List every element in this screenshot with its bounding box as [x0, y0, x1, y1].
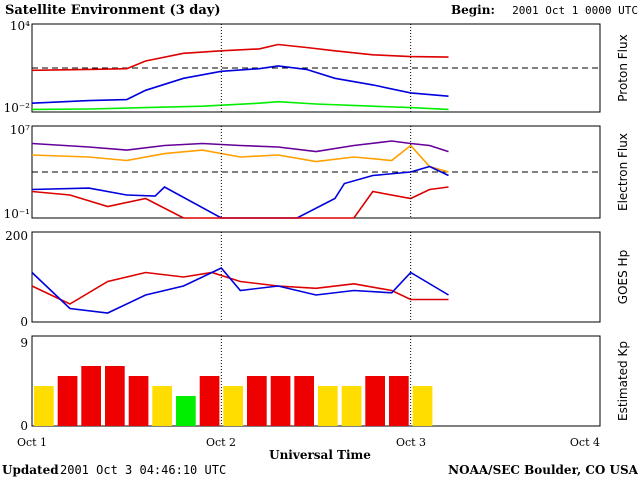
updated-label: Updated: [2, 463, 59, 477]
proton-ytick-bottom: 10⁻²: [4, 101, 31, 115]
kp-bar: [152, 386, 172, 426]
panel-kp: 9 0 Estimated Kp: [20, 335, 630, 433]
hp-series-2: [31, 267, 449, 314]
xtick-oct-1: Oct 1: [17, 436, 47, 449]
kp-ytick-bottom: 0: [20, 419, 28, 433]
day-separator-group: [220, 24, 412, 426]
kp-bar: [318, 386, 338, 426]
electron-series-3: [31, 165, 449, 219]
kp-bar: [128, 376, 149, 426]
kp-bar: [247, 376, 267, 426]
proton-ylabel: Proton Flux: [616, 34, 630, 101]
hp-ytick-bottom: 0: [20, 315, 28, 329]
hp-series-group: [31, 267, 449, 314]
updated-value: 2001 Oct 3 04:46:10 UTC: [60, 463, 226, 477]
panel-hp: 200 0 GOES Hp: [5, 229, 630, 329]
kp-bar: [57, 376, 78, 426]
kp-bar: [365, 376, 385, 426]
electron-series-4: [31, 186, 449, 219]
kp-bars-group: [34, 366, 433, 426]
credit-text: NOAA/SEC Boulder, CO USA: [448, 463, 639, 477]
kp-bar: [412, 386, 433, 426]
begin-label: Begin:: [451, 3, 495, 17]
proton-series-3: [31, 100, 449, 111]
kp-frame: [31, 335, 601, 427]
hp-ytick-top: 200: [5, 229, 28, 243]
kp-bar: [341, 386, 362, 426]
kp-bar: [223, 386, 243, 426]
chart-title: Satellite Environment (3 day): [5, 3, 220, 18]
xtick-oct-2: Oct 2: [206, 436, 236, 449]
xtick-oct-4: Oct 4: [570, 436, 600, 449]
kp-bar: [34, 386, 54, 426]
begin-value: 2001 Oct 1 0000 UTC: [512, 4, 638, 17]
panel-proton: 10⁴ 10⁻² Proton Flux: [4, 19, 630, 115]
hp-ylabel: GOES Hp: [616, 250, 630, 304]
kp-bar: [270, 376, 291, 426]
xtick-oct-3: Oct 3: [396, 436, 426, 449]
proton-ytick-top: 10⁴: [10, 19, 30, 33]
hp-frame: [31, 231, 601, 323]
proton-series-2: [31, 65, 449, 104]
hp-series-1: [31, 271, 449, 305]
kp-ylabel: Estimated Kp: [616, 341, 630, 421]
proton-series-1: [31, 43, 449, 72]
kp-bar: [81, 366, 101, 426]
panel-electron: 10⁷ 10⁻¹ Electron Flux: [4, 123, 630, 221]
electron-ylabel: Electron Flux: [616, 133, 630, 211]
kp-bar: [294, 376, 314, 426]
xaxis-label: Universal Time: [269, 448, 371, 462]
electron-series-2: [31, 144, 449, 173]
kp-ytick-top: 9: [20, 336, 28, 350]
electron-series-group: [31, 140, 600, 219]
kp-bar: [389, 376, 409, 426]
kp-bar: [199, 376, 220, 426]
proton-series-group: [31, 43, 600, 111]
electron-series-1: [31, 140, 449, 153]
kp-bar: [176, 396, 196, 426]
electron-ytick-top: 10⁷: [10, 123, 30, 137]
kp-bar: [105, 366, 125, 426]
electron-ytick-bottom: 10⁻¹: [4, 207, 30, 221]
